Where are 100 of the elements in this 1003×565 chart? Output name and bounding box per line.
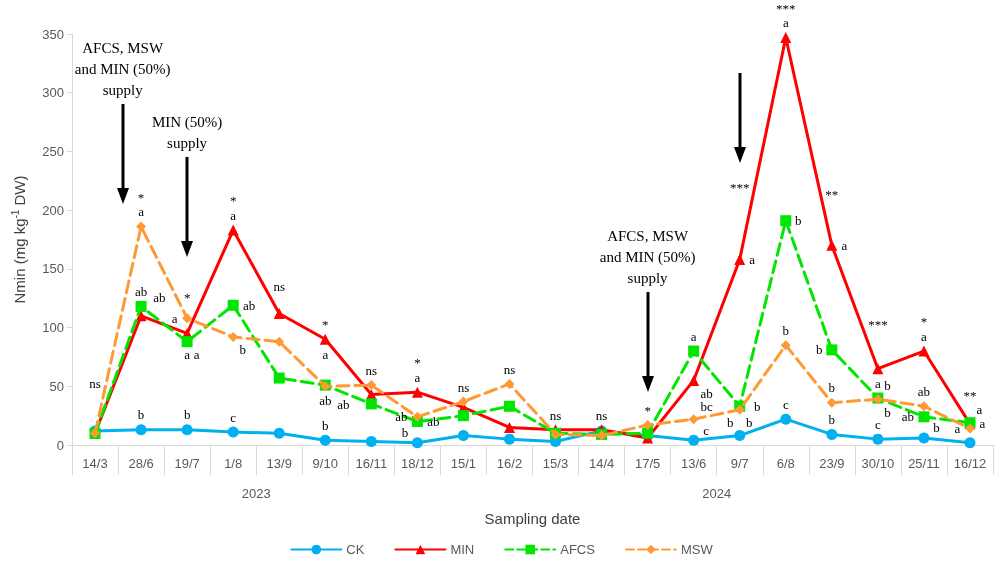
point bbox=[688, 434, 700, 446]
data-label: a bbox=[976, 402, 983, 418]
data-label: a bbox=[954, 421, 961, 437]
x-tick-label: 19/7 bbox=[174, 456, 200, 471]
annotation: ns bbox=[595, 407, 608, 423]
annotation: * bbox=[183, 290, 191, 306]
y-tick-label: 100 bbox=[42, 320, 64, 336]
data-label: a bbox=[414, 369, 421, 385]
data-label: ab bbox=[917, 383, 931, 399]
x-tick-label: 23/9 bbox=[819, 456, 845, 471]
data-label: bc bbox=[700, 398, 714, 414]
annotation: * bbox=[414, 355, 421, 371]
annotation: ns bbox=[365, 363, 378, 379]
data-label: a bbox=[230, 207, 237, 223]
data-label: b bbox=[726, 415, 734, 431]
x-tick-label: 14/4 bbox=[588, 456, 615, 471]
point bbox=[918, 345, 930, 357]
data-label: a bbox=[193, 347, 200, 363]
annotation: ** bbox=[825, 187, 839, 203]
y-tick-label: 150 bbox=[42, 261, 64, 277]
point bbox=[872, 363, 884, 375]
annotation: * bbox=[322, 317, 329, 333]
data-label: a bbox=[979, 416, 986, 432]
x-tick-label: 16/2 bbox=[496, 456, 523, 471]
data-label: b bbox=[753, 398, 761, 414]
point bbox=[181, 336, 193, 348]
data-label: b bbox=[401, 425, 409, 441]
annotation: *** bbox=[729, 180, 750, 196]
data-label: b bbox=[183, 407, 191, 423]
data-label: c bbox=[703, 422, 710, 438]
point bbox=[688, 374, 700, 386]
x-tick-label: 9/10 bbox=[312, 456, 338, 471]
x-tick-label: 6/8 bbox=[776, 456, 795, 471]
data-label: ab bbox=[319, 392, 332, 408]
x-tick-label: 15/1 bbox=[450, 456, 477, 471]
data-label: ab bbox=[337, 396, 350, 412]
y-tick-label: 200 bbox=[42, 202, 64, 218]
point bbox=[412, 411, 423, 422]
x-tick-label: 30/10 bbox=[861, 456, 895, 471]
data-label: ab bbox=[134, 283, 148, 299]
y-tick-label: 50 bbox=[49, 378, 64, 394]
x-tick-label: 17/5 bbox=[634, 456, 661, 471]
text: 2024 bbox=[702, 485, 732, 501]
point bbox=[734, 430, 746, 442]
point bbox=[458, 396, 469, 407]
point bbox=[918, 401, 929, 412]
point bbox=[457, 410, 469, 422]
annotation: MIN (50%) supply bbox=[150, 113, 224, 154]
point bbox=[503, 400, 515, 412]
data-label: b bbox=[745, 415, 753, 431]
data-label: ab bbox=[901, 409, 915, 425]
data-label: b bbox=[884, 377, 891, 393]
point bbox=[780, 413, 792, 425]
data-label: b bbox=[137, 407, 145, 423]
annotation: ** bbox=[963, 387, 977, 403]
point bbox=[181, 424, 193, 436]
point bbox=[826, 344, 838, 356]
annotation: * bbox=[644, 403, 651, 419]
annotation: * bbox=[137, 189, 145, 205]
data-label: a bbox=[171, 310, 178, 326]
data-label: a bbox=[921, 328, 928, 344]
annotation: ns bbox=[457, 379, 470, 395]
point bbox=[365, 435, 377, 447]
point bbox=[274, 336, 285, 347]
data-label: b bbox=[239, 342, 246, 358]
point bbox=[503, 433, 515, 445]
data-label: b bbox=[884, 404, 891, 420]
point bbox=[227, 299, 239, 311]
x-tick-label: 28/6 bbox=[128, 456, 154, 471]
data-label: a bbox=[138, 204, 145, 220]
point bbox=[826, 397, 837, 408]
annotation: * bbox=[229, 193, 237, 209]
x-tick-label: 16/11 bbox=[355, 456, 388, 471]
data-label: b bbox=[828, 411, 836, 427]
y-tick-label: 300 bbox=[42, 85, 64, 101]
point bbox=[734, 253, 746, 265]
x-tick-label: 18/12 bbox=[401, 456, 434, 471]
legend-label: CK bbox=[346, 542, 365, 557]
point bbox=[411, 386, 423, 398]
point bbox=[964, 437, 976, 449]
point bbox=[872, 433, 884, 445]
point bbox=[273, 307, 285, 319]
point bbox=[826, 239, 838, 251]
point bbox=[780, 215, 792, 227]
annotation: ns bbox=[273, 279, 286, 295]
y-tick-label: 0 bbox=[56, 437, 64, 453]
point bbox=[273, 427, 285, 439]
point bbox=[457, 430, 469, 442]
point bbox=[688, 414, 699, 425]
point bbox=[734, 404, 745, 415]
data-label: b bbox=[795, 213, 802, 229]
x-tick-label: 9/7 bbox=[730, 456, 749, 471]
point bbox=[688, 345, 700, 357]
y-axis-title: Nmin (mg kg-1 DW) bbox=[9, 175, 28, 304]
data-label: ab bbox=[153, 290, 166, 306]
point bbox=[182, 313, 193, 324]
data-label: c bbox=[874, 416, 881, 432]
data-label: a bbox=[782, 15, 789, 31]
legend-label: MSW bbox=[680, 542, 714, 557]
y-tick-label: 250 bbox=[42, 143, 64, 159]
